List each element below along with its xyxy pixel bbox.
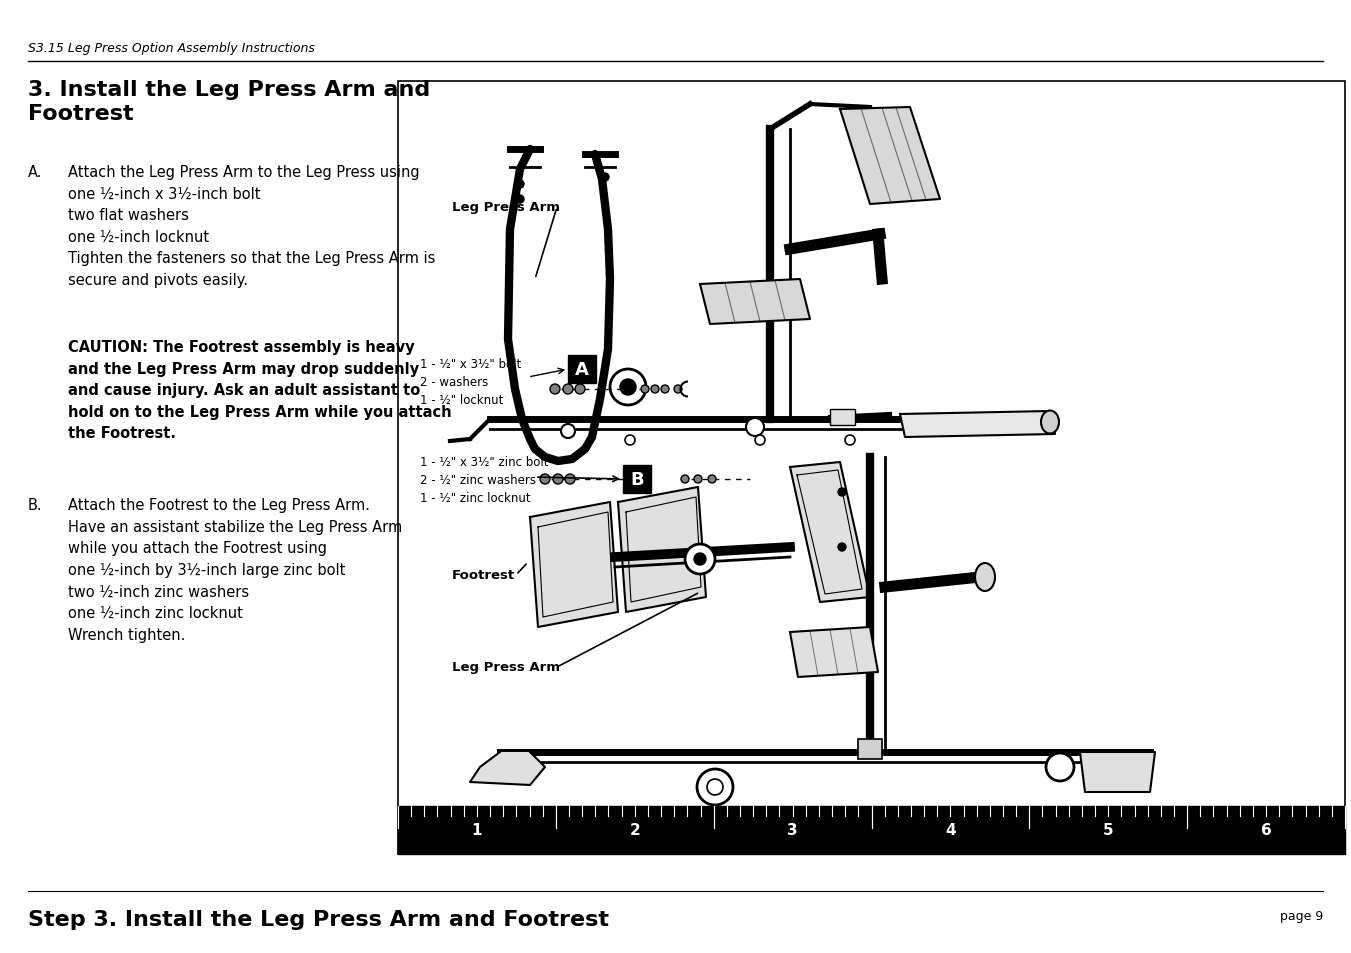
Polygon shape <box>790 462 870 602</box>
Circle shape <box>746 418 765 436</box>
Circle shape <box>1046 753 1074 781</box>
Circle shape <box>838 543 846 552</box>
Text: 1 - ½" x 3½" bolt
2 - washers
1 - ½" locknut: 1 - ½" x 3½" bolt 2 - washers 1 - ½" loc… <box>420 357 521 407</box>
Bar <box>623 465 651 494</box>
Circle shape <box>694 554 707 565</box>
Circle shape <box>626 436 635 446</box>
Circle shape <box>565 475 576 484</box>
Polygon shape <box>470 752 544 785</box>
Ellipse shape <box>1042 411 1059 434</box>
Text: 2: 2 <box>630 822 640 838</box>
Circle shape <box>707 780 723 795</box>
Circle shape <box>674 386 682 394</box>
Text: B.: B. <box>28 497 43 513</box>
Text: S3.15 Leg Press Option Assembly Instructions: S3.15 Leg Press Option Assembly Instruct… <box>28 42 315 55</box>
Circle shape <box>838 489 846 497</box>
Circle shape <box>553 475 563 484</box>
Text: 3: 3 <box>788 822 798 838</box>
Circle shape <box>601 173 609 182</box>
Circle shape <box>694 476 703 483</box>
Text: 1: 1 <box>471 822 482 838</box>
Circle shape <box>755 436 765 446</box>
Circle shape <box>561 424 576 438</box>
Circle shape <box>620 379 636 395</box>
Circle shape <box>516 181 524 189</box>
Bar <box>567 355 596 384</box>
Polygon shape <box>530 502 617 627</box>
Text: 1 - ½" x 3½" zinc bolt
2 - ½" zinc washers
1 - ½" zinc locknut: 1 - ½" x 3½" zinc bolt 2 - ½" zinc washe… <box>420 456 549 504</box>
Text: Attach the Leg Press Arm to the Leg Press using
one ½-inch x 3½-inch bolt
two fl: Attach the Leg Press Arm to the Leg Pres… <box>68 165 435 288</box>
Bar <box>858 740 882 760</box>
Polygon shape <box>790 627 878 678</box>
Circle shape <box>516 195 524 204</box>
Bar <box>830 410 855 426</box>
Text: B: B <box>630 471 644 489</box>
Text: 5: 5 <box>1102 822 1113 838</box>
Circle shape <box>563 385 573 395</box>
Polygon shape <box>700 280 811 325</box>
Circle shape <box>681 476 689 483</box>
Ellipse shape <box>975 563 994 592</box>
Text: Step 3. Install the Leg Press Arm and Footrest: Step 3. Install the Leg Press Arm and Fo… <box>28 909 609 929</box>
Polygon shape <box>840 108 940 205</box>
Circle shape <box>651 386 659 394</box>
Circle shape <box>697 769 734 805</box>
Text: Attach the Footrest to the Leg Press Arm.
Have an assistant stabilize the Leg Pr: Attach the Footrest to the Leg Press Arm… <box>68 497 403 642</box>
Circle shape <box>640 386 648 394</box>
Text: Leg Press Arm: Leg Press Arm <box>453 660 561 674</box>
Circle shape <box>611 370 646 406</box>
Text: CAUTION: The Footrest assembly is heavy
and the Leg Press Arm may drop suddenly
: CAUTION: The Footrest assembly is heavy … <box>68 339 451 441</box>
Bar <box>399 806 1346 854</box>
Circle shape <box>540 475 550 484</box>
Polygon shape <box>900 412 1055 437</box>
Text: A.: A. <box>28 165 42 180</box>
Text: A: A <box>576 360 589 378</box>
Circle shape <box>844 436 855 446</box>
Text: 4: 4 <box>946 822 955 838</box>
Bar <box>399 82 1346 854</box>
Circle shape <box>708 476 716 483</box>
Circle shape <box>661 386 669 394</box>
Polygon shape <box>1079 752 1155 792</box>
Text: Leg Press Arm: Leg Press Arm <box>453 201 561 214</box>
Polygon shape <box>617 488 707 613</box>
Circle shape <box>576 385 585 395</box>
Circle shape <box>685 544 715 575</box>
Circle shape <box>550 385 561 395</box>
Text: Footrest: Footrest <box>453 569 515 582</box>
Text: page 9: page 9 <box>1279 909 1323 923</box>
Text: 6: 6 <box>1260 822 1271 838</box>
Text: 3. Install the Leg Press Arm and
Footrest: 3. Install the Leg Press Arm and Footres… <box>28 80 430 124</box>
